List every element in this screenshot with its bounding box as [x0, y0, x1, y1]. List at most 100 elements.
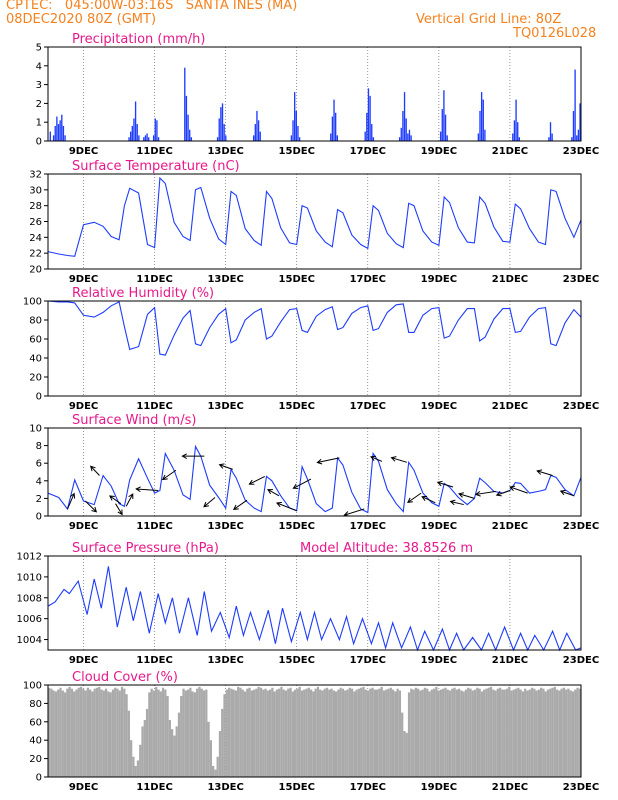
precip-bar — [551, 133, 553, 141]
cloud-bar — [289, 687, 292, 777]
precip-bar — [446, 135, 448, 141]
pres-xtick-label: 15DEC — [279, 655, 315, 666]
cloud-xtick-label: 13DEC — [207, 782, 243, 793]
precip-bar — [134, 101, 137, 141]
precip-bar — [400, 127, 402, 141]
precip-bar — [54, 125, 56, 141]
precip-bar — [190, 137, 193, 141]
cloud-bar — [332, 690, 335, 777]
cloud-bar — [464, 689, 468, 777]
cloud-bar — [510, 690, 513, 777]
header-station: CPTEC: 045:00W-03:16S SANTA INES (MA) — [6, 0, 298, 13]
pres-ytick-label: 1008 — [17, 593, 42, 604]
precip-bar — [253, 135, 255, 141]
wind-arrow — [161, 469, 177, 481]
cloud-bar — [145, 708, 149, 777]
wind-arrow — [536, 469, 553, 476]
temp-title: Surface Temperature (nC) — [72, 159, 240, 174]
cloud-bar — [316, 686, 320, 777]
wind-arrow — [90, 465, 100, 476]
cloud-bar — [68, 686, 71, 777]
cloud-bar — [284, 690, 288, 777]
pres-series-line — [47, 566, 582, 652]
rh-xtick-label: 9DEC — [69, 401, 98, 412]
cloud-bar — [485, 688, 488, 777]
cloud-bar — [540, 687, 543, 777]
cloud-bar — [549, 688, 552, 777]
cloud-bar — [467, 687, 470, 777]
cloud-bar — [385, 689, 388, 777]
precip-bar — [369, 95, 371, 141]
cloud-ytick-label: 0 — [36, 773, 42, 784]
cloud-bar — [546, 689, 550, 777]
cloud-bar — [175, 726, 178, 777]
cloud-bar — [412, 689, 415, 777]
wind-ytick-label: 8 — [36, 441, 42, 452]
cloud-bar — [189, 687, 192, 777]
cloud-bar — [259, 687, 263, 777]
precip-bar — [223, 124, 225, 141]
cloud-xtick-label: 23DEC — [563, 782, 599, 793]
precip-bar — [572, 110, 575, 141]
precip-xtick-label: 11DEC — [136, 146, 172, 157]
cloud-bar — [544, 691, 547, 777]
cloud-xtick-label: 11DEC — [136, 782, 172, 793]
pres-xtick-label: 17DEC — [350, 655, 386, 666]
cloud-ytick-label: 60 — [29, 717, 42, 728]
cloud-bar — [362, 686, 365, 777]
precip-bar — [571, 137, 573, 141]
cloud-bar — [489, 686, 493, 777]
cloud-bar — [492, 689, 495, 777]
precip-bar — [257, 120, 260, 141]
cloud-bar — [89, 689, 92, 777]
precip-bar — [405, 118, 407, 141]
precip-bar — [52, 135, 55, 141]
cloud-bar — [209, 740, 212, 777]
wind-arrow — [421, 495, 436, 504]
cloud-bar — [378, 688, 381, 777]
precip-bar — [576, 135, 578, 141]
cloud-bar — [107, 691, 110, 777]
cloud-bar — [52, 690, 55, 777]
cloud-xtick-label: 17DEC — [350, 782, 386, 793]
cloud-bar — [227, 687, 231, 777]
cloud-bar — [462, 691, 465, 777]
pres-ytick-label: 1006 — [17, 614, 42, 625]
wind-arrow — [267, 489, 280, 497]
rh-ytick-label: 20 — [29, 373, 42, 384]
precip-bar — [254, 124, 256, 141]
cloud-bar — [157, 689, 160, 777]
cloud-bar — [100, 689, 103, 777]
cloud-bar — [555, 689, 559, 777]
cloud-bar — [273, 691, 276, 777]
precip-bar — [133, 118, 135, 141]
cloud-bar — [496, 688, 499, 777]
cloud-ytick-label: 100 — [23, 681, 42, 692]
precip-bar — [372, 137, 375, 141]
cloud-bar — [407, 692, 411, 777]
cloud-bar — [346, 689, 349, 777]
temp-xtick-label: 21DEC — [492, 274, 528, 285]
cloud-bar — [248, 687, 251, 777]
cloud-bar — [403, 731, 406, 777]
cloud-bar — [63, 692, 67, 777]
cloud-bar — [155, 686, 158, 777]
cloud-bar — [150, 688, 153, 777]
cloud-bar — [82, 688, 85, 777]
rh-xtick-label: 13DEC — [207, 401, 243, 412]
precip-xtick-label: 15DEC — [279, 146, 315, 157]
cloud-bar — [48, 687, 51, 777]
cloud-bar — [123, 688, 126, 777]
cloud-bar — [328, 689, 331, 777]
precip-bar — [56, 116, 58, 141]
precip-bar — [62, 125, 65, 141]
cloud-bar — [250, 690, 253, 777]
cloud-bar — [355, 689, 358, 777]
cloud-bar — [364, 689, 367, 777]
precip-bar — [484, 129, 486, 141]
wind-arrow — [232, 499, 248, 510]
temp-xtick-label: 19DEC — [421, 274, 457, 285]
temp-xtick-label: 13DEC — [207, 274, 243, 285]
cloud-bar — [562, 687, 566, 777]
